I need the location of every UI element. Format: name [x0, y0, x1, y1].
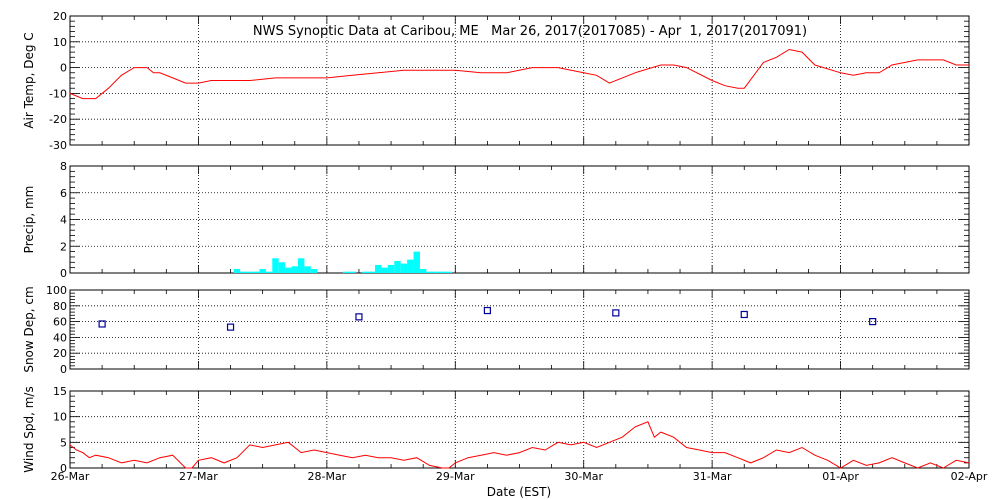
precip-bar: [291, 266, 298, 273]
snow-depth-point: [355, 313, 363, 321]
y-axis-label-wind: Wind Spd, m/s: [22, 386, 36, 472]
precip-bar: [246, 271, 254, 273]
y-tick-label: 10: [53, 411, 67, 424]
snow-depth-point: [226, 323, 235, 331]
panel-frame: [69, 165, 970, 274]
x-tick-label: 31-Mar: [693, 470, 732, 483]
x-tick-label: 27-Mar: [179, 470, 218, 483]
precip-bar: [304, 266, 311, 273]
precip-bar: [387, 264, 395, 273]
y-tick-label: 10: [53, 36, 67, 49]
precip-bar: [445, 271, 453, 273]
precip-bar: [419, 268, 427, 273]
snow-depth-point: [612, 309, 620, 317]
y-tick-label: 6: [60, 187, 67, 200]
precip-bar: [297, 258, 305, 273]
panel-frame: [69, 289, 970, 370]
x-tick-label: 29-Mar: [436, 470, 475, 483]
precip-bar: [349, 271, 356, 273]
precip-bar: [278, 262, 286, 273]
y-tick-label: 60: [53, 316, 67, 329]
y-tick-label: 5: [60, 436, 67, 449]
y-tick-label: -30: [49, 139, 67, 152]
x-tick-label: 30-Mar: [564, 470, 603, 483]
precip-bar: [240, 271, 247, 273]
y-tick-label: 8: [60, 160, 67, 173]
y-tick-label: -10: [49, 87, 67, 100]
panel-snow: 0 20 40 60 80 100 Snow Dep, cm: [22, 284, 970, 376]
panel-wind: 0 5 10 15 Wind Spd, m/s: [22, 385, 970, 475]
precip-bar: [362, 271, 369, 273]
y-tick-label: 0: [60, 462, 67, 475]
precip-bar: [394, 260, 401, 273]
y-tick-label: 0: [60, 267, 67, 280]
precip-bar: [310, 268, 318, 273]
y-tick-label: 20: [53, 10, 67, 23]
y-axis-label-precip: Precip, mm: [22, 186, 36, 254]
precip-bar: [342, 271, 350, 273]
precip-bar: [381, 267, 388, 273]
precip-bar: [368, 271, 376, 273]
y-axis-label-temp: Air Temp, Deg C: [22, 32, 36, 128]
precip-bar: [432, 271, 440, 273]
temp-series-line: [69, 48, 969, 100]
y-tick-label: 0: [60, 363, 67, 376]
y-tick-label: 2: [60, 240, 67, 253]
y-tick-label: 15: [53, 385, 67, 398]
y-tick-label: 40: [53, 331, 67, 344]
precip-bar: [413, 251, 420, 273]
precip-bar: [426, 271, 433, 273]
x-tick-label: 01-Apr: [822, 470, 859, 483]
precip-bar: [259, 268, 266, 273]
precip-bar: [253, 271, 260, 273]
y-axis-label-snow: Snow Dep, cm: [22, 286, 36, 372]
x-axis-label: Date (EST): [487, 485, 551, 499]
panel-frame: [69, 390, 970, 469]
y-tick-label: 20: [53, 347, 67, 360]
precip-bar: [272, 258, 279, 273]
x-tick-label: 02-Apr: [951, 470, 988, 483]
precip-bar: [407, 259, 414, 273]
snow-depth-point: [740, 310, 748, 319]
x-tick-label: 26-Mar: [51, 470, 90, 483]
y-tick-label: 0: [60, 62, 67, 75]
y-tick-label: 100: [46, 284, 67, 297]
snow-depth-point: [98, 320, 106, 328]
panel-precip: 0 2 4 6 8 Precip, mm: [22, 160, 970, 280]
y-tick-label: 80: [53, 300, 67, 313]
precip-bar: [375, 264, 382, 273]
x-tick-label: 28-Mar: [307, 470, 346, 483]
precip-bar: [265, 271, 273, 273]
panel-temp: -30 -20 -10 0 10 20 Air Temp, Deg C: [22, 10, 970, 152]
precip-bar: [285, 267, 292, 273]
x-axis: 26-Mar 27-Mar 28-Mar 29-Mar 30-Mar 31-Mar 01-A…: [51, 470, 988, 483]
y-tick-label: 4: [60, 214, 67, 227]
precip-bar: [439, 271, 446, 273]
wind-series-line: [69, 421, 970, 469]
chart-title: NWS Synoptic Data at Caribou, ME Mar 26,…: [253, 24, 807, 39]
snow-depth-point: [869, 318, 877, 326]
y-tick-label: -20: [49, 113, 67, 126]
precip-bar: [233, 268, 241, 273]
snow-depth-point: [483, 306, 491, 315]
precip-bar: [400, 263, 408, 273]
